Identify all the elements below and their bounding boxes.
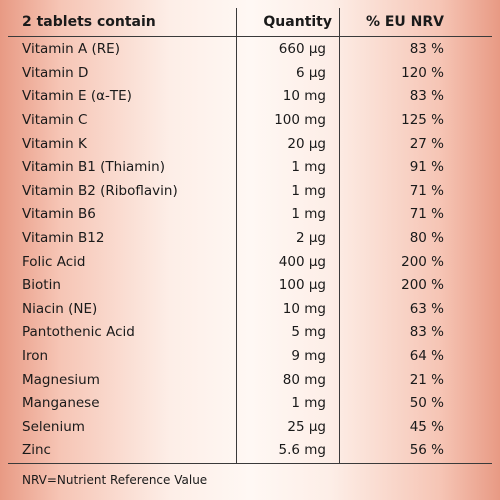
table-row: Vitamin D 6 µg 120 % [0, 61, 500, 85]
nutrient-nrv: 91 % [409, 159, 444, 176]
header-quantity: Quantity [263, 14, 332, 30]
nutrient-name: Iron [22, 348, 49, 365]
nutrient-name: Pantothenic Acid [22, 324, 135, 341]
nutrient-name: Folic Acid [22, 253, 86, 270]
nutrient-quantity: 400 µg [278, 253, 326, 270]
table-row: Niacin (NE) 10 mg 63 % [0, 297, 500, 321]
nutrient-name: Vitamin D [22, 64, 89, 81]
nutrient-quantity: 80 mg [282, 371, 326, 388]
nutrient-nrv: 21 % [409, 371, 444, 388]
nutrient-quantity: 100 mg [274, 112, 326, 129]
nutrient-quantity: 10 mg [282, 300, 326, 317]
header-nrv: % EU NRV [365, 14, 444, 30]
nutrient-nrv: 56 % [409, 442, 444, 459]
nutrient-name: Vitamin B2 (Riboflavin) [22, 182, 178, 199]
nutrient-name: Vitamin B1 (Thiamin) [22, 159, 165, 176]
nutrient-nrv: 83 % [409, 324, 444, 341]
table-row: Manganese 1 mg 50 % [0, 392, 500, 416]
nutrient-quantity: 1 mg [291, 206, 326, 223]
table-row: Magnesium 80 mg 21 % [0, 368, 500, 392]
nutrient-nrv: 63 % [409, 300, 444, 317]
nutrient-nrv: 200 % [401, 253, 444, 270]
nutrient-quantity: 1 mg [291, 159, 326, 176]
nutrient-nrv: 125 % [401, 112, 444, 129]
nutrient-name: Vitamin K [22, 135, 87, 152]
nutrient-nrv: 45 % [409, 418, 444, 435]
nutrient-name: Selenium [22, 418, 85, 435]
nutrient-nrv: 83 % [409, 88, 444, 105]
nutrient-nrv: 200 % [401, 277, 444, 294]
table-row: Vitamin B2 (Riboflavin) 1 mg 71 % [0, 179, 500, 203]
table-row: Folic Acid 400 µg 200 % [0, 250, 500, 274]
footer-rule [8, 463, 492, 464]
column-divider-nrv [339, 8, 340, 463]
nutrient-name: Magnesium [22, 371, 100, 388]
table-row: Vitamin B1 (Thiamin) 1 mg 91 % [0, 156, 500, 180]
table-row: Pantothenic Acid 5 mg 83 % [0, 321, 500, 345]
nutrient-name: Vitamin E (α-TE) [22, 88, 132, 105]
table-row: Iron 9 mg 64 % [0, 344, 500, 368]
nutrient-nrv: 71 % [409, 182, 444, 199]
table-row: Vitamin A (RE) 660 µg 83 % [0, 38, 500, 62]
table-row: Vitamin B6 1 mg 71 % [0, 203, 500, 227]
nutrient-nrv: 71 % [409, 206, 444, 223]
nutrient-quantity: 660 µg [278, 41, 326, 58]
nutrient-name: Vitamin B6 [22, 206, 96, 223]
nutrient-quantity: 5 mg [291, 324, 326, 341]
header-nutrient: 2 tablets contain [22, 14, 156, 30]
nutrient-quantity: 20 µg [287, 135, 326, 152]
nutrient-quantity: 2 µg [295, 230, 326, 247]
table-header: 2 tablets contain Quantity % EU NRV [0, 8, 500, 36]
nutrient-quantity: 25 µg [287, 418, 326, 435]
nutrient-nrv: 80 % [409, 230, 444, 247]
nutrient-nrv: 50 % [409, 395, 444, 412]
nutrient-name: Niacin (NE) [22, 300, 98, 317]
nutrient-nrv: 27 % [409, 135, 444, 152]
header-rule [8, 36, 492, 37]
nutrient-nrv: 120 % [401, 64, 444, 81]
nutrient-quantity: 1 mg [291, 395, 326, 412]
table-row: Vitamin E (α-TE) 10 mg 83 % [0, 85, 500, 109]
nutrient-name: Vitamin A (RE) [22, 41, 120, 58]
nutrient-nrv: 83 % [409, 41, 444, 58]
nutrient-quantity: 10 mg [282, 88, 326, 105]
footnote: NRV=Nutrient Reference Value [22, 473, 208, 487]
column-divider-quantity [236, 8, 237, 463]
table-row: Biotin 100 µg 200 % [0, 274, 500, 298]
table-row: Vitamin C 100 mg 125 % [0, 108, 500, 132]
table-row: Vitamin K 20 µg 27 % [0, 132, 500, 156]
table-row: Selenium 25 µg 45 % [0, 415, 500, 439]
nutrient-quantity: 9 mg [291, 348, 326, 365]
nutrient-quantity: 100 µg [278, 277, 326, 294]
nutrient-name: Zinc [22, 442, 51, 459]
nutrient-name: Vitamin B12 [22, 230, 105, 247]
nutrient-quantity: 6 µg [295, 64, 326, 81]
nutrient-name: Manganese [22, 395, 100, 412]
nutrient-quantity: 1 mg [291, 182, 326, 199]
nutrient-nrv: 64 % [409, 348, 444, 365]
nutrient-name: Vitamin C [22, 112, 88, 129]
nutrient-quantity: 5.6 mg [278, 442, 326, 459]
nutrient-name: Biotin [22, 277, 61, 294]
table-row: Zinc 5.6 mg 56 % [0, 439, 500, 463]
table-row: Vitamin B12 2 µg 80 % [0, 226, 500, 250]
